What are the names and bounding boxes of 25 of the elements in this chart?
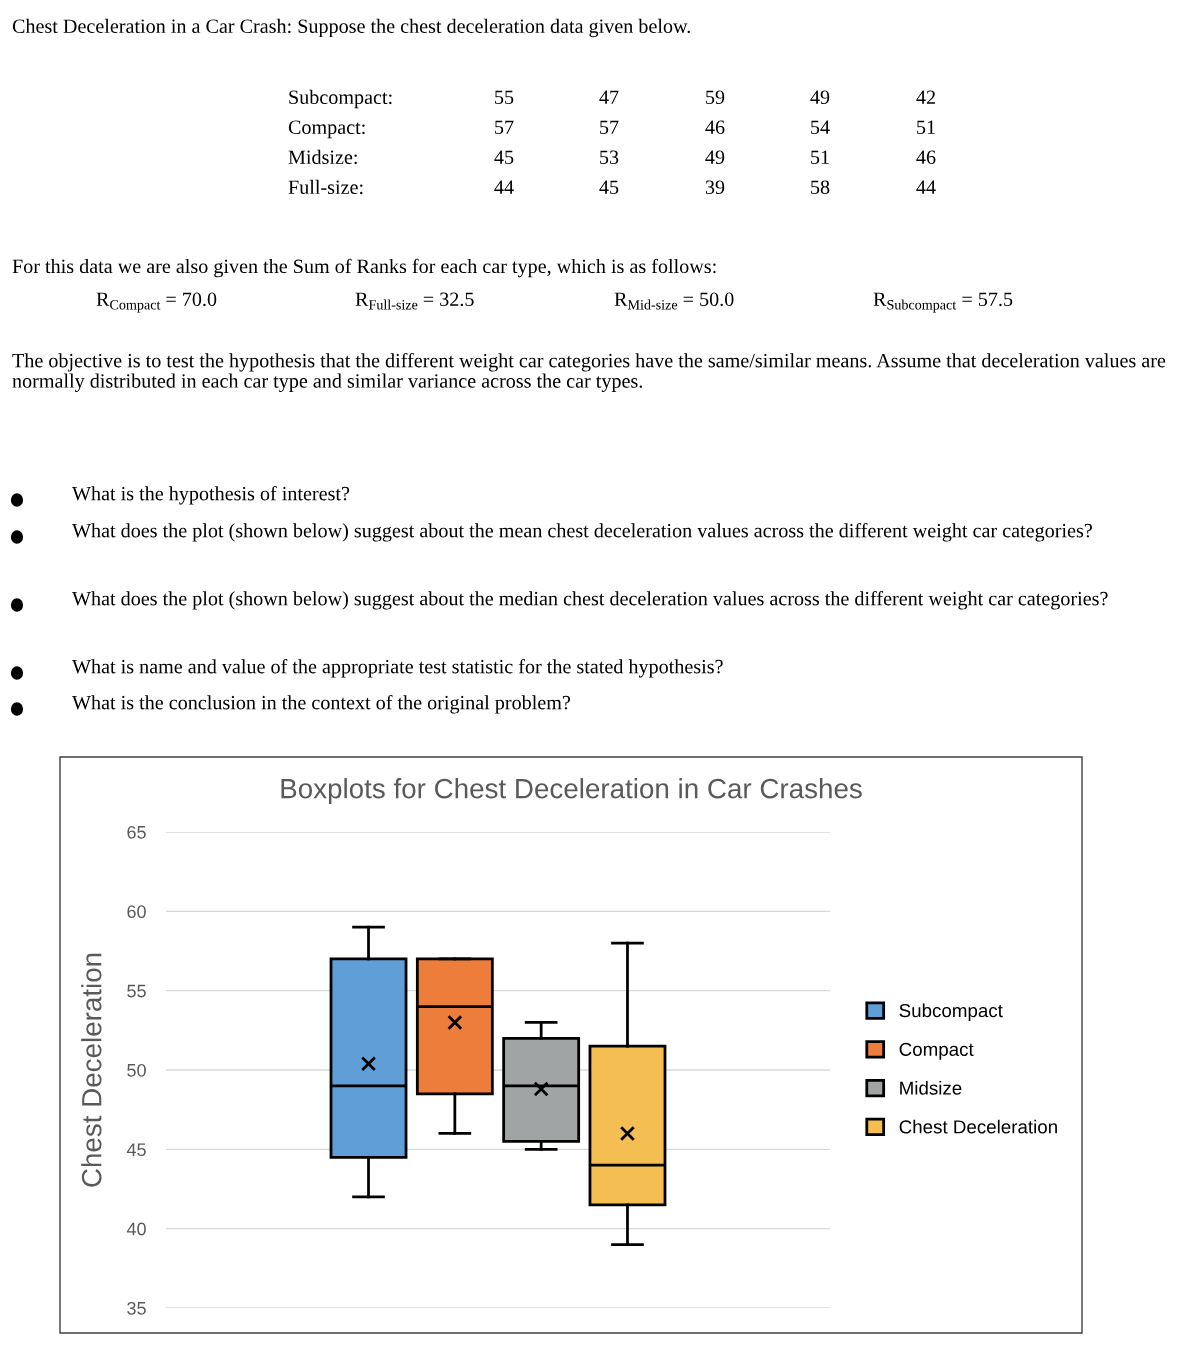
y-tick-label: 55: [127, 984, 146, 998]
text: The objective is to test the hypothesis that the different weight car categories have the same/similar means. Assume that deceleration values are normally distributed in each car type and similar variance across the car types.: [12, 353, 1166, 392]
text: What is the conclusion in the context of the original problem?: [72, 695, 571, 714]
chart-title: Boxplots for Chest Deceleration in Car Crashes: [281, 778, 862, 804]
y-tick-label: 50: [127, 1063, 146, 1077]
legend-label: Chest Deceleration: [899, 1119, 1057, 1134]
legend-label: Subcompact: [899, 1003, 1003, 1021]
text: Full-size: 44 45 39 58 44: [288, 179, 936, 195]
text: What does the plot (shown below) suggest about the median chest deceleration values across the different weight car categories?: [72, 591, 1108, 610]
text: Subcompact: 55 47 59 49 42: [289, 89, 935, 109]
text: What does the plot (shown below) suggest about the mean chest deceleration values across the different weight car categories?: [72, 523, 1092, 542]
text: What is name and value of the appropriate test statistic for the stated hypothesis?: [72, 659, 723, 678]
y-tick-label: 40: [126, 1222, 146, 1236]
y-tick-label: 35: [127, 1301, 146, 1315]
text: Compact: 57 57 46 54 51: [288, 120, 935, 139]
text: Chest Deceleration in a Car Crash: Suppose the chest deceleration data given below.: [12, 18, 690, 38]
y-tick-label: 45: [126, 1143, 146, 1157]
legend-label: Compact: [899, 1042, 974, 1060]
text: Midsize: 45 53 49 51 46: [288, 149, 936, 165]
y-axis-title: Chest Deceleration: [81, 953, 102, 1187]
y-tick-label: 60: [127, 905, 146, 919]
y-tick-label: 65: [127, 825, 146, 839]
text: For this data we are also given the Sum of Ranks for each car type, which is as follows:: [12, 258, 716, 278]
text: What is the hypothesis of interest?: [72, 486, 350, 505]
legend-label: Midsize: [900, 1080, 962, 1095]
